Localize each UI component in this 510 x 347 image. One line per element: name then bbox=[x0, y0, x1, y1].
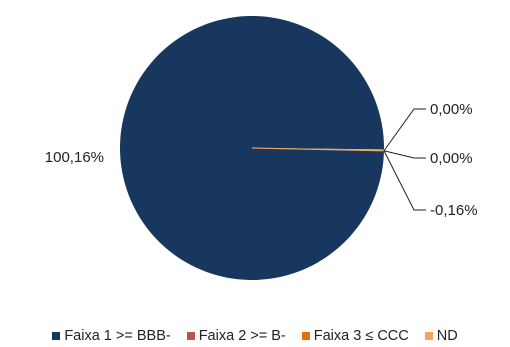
leader-line-2 bbox=[383, 108, 426, 152]
leader-lines bbox=[383, 108, 426, 211]
legend-item-2: Faixa 2 >= B- bbox=[186, 328, 286, 344]
label-slice-2: 0,00% bbox=[430, 101, 473, 118]
label-slice-4: -0,16% bbox=[430, 202, 478, 219]
label-slice-3: 0,00% bbox=[430, 150, 473, 167]
legend: Faixa 1 >= BBB- Faixa 2 >= B- Faixa 3 ≤ CC… bbox=[0, 328, 510, 344]
pie-slices bbox=[120, 15, 385, 280]
legend-label: ND bbox=[436, 328, 458, 344]
leader-line-4 bbox=[383, 150, 426, 211]
pie-chart: 100,16% 0,00% 0,00% -0,16% bbox=[45, 15, 478, 280]
legend-item-4: ND bbox=[424, 328, 458, 344]
legend-item-1: Faixa 1 >= BBB- bbox=[52, 328, 171, 344]
slice-nd-edge bbox=[251, 147, 384, 152]
legend-swatch bbox=[424, 332, 433, 340]
legend-swatch bbox=[301, 332, 310, 340]
leader-line-3 bbox=[383, 150, 426, 159]
legend-swatch bbox=[186, 332, 195, 340]
legend-item-3: Faixa 3 ≤ CCC bbox=[301, 328, 409, 344]
legend-label: Faixa 2 >= B- bbox=[198, 328, 286, 344]
legend-swatch bbox=[52, 332, 61, 340]
data-labels: 100,16% 0,00% 0,00% -0,16% bbox=[45, 101, 478, 219]
legend-label: Faixa 3 ≤ CCC bbox=[313, 328, 409, 344]
legend-label: Faixa 1 >= BBB- bbox=[64, 328, 171, 344]
label-faixa-1: 100,16% bbox=[45, 149, 104, 166]
